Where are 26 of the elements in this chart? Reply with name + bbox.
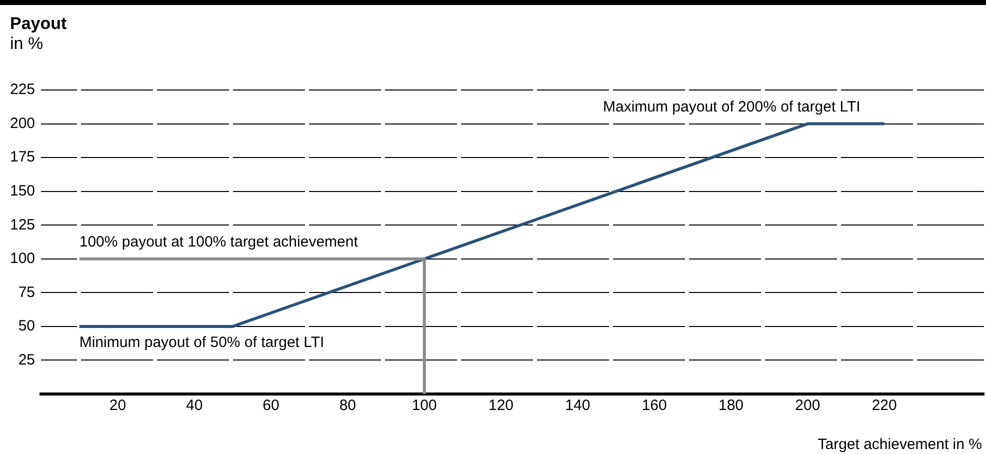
x-tick-label: 220 <box>872 397 897 414</box>
x-tick-label: 80 <box>339 397 356 414</box>
annotation: Maximum payout of 200% of target LTI <box>602 98 860 116</box>
x-tick-label: 40 <box>186 397 203 414</box>
x-tick-label: 200 <box>795 397 820 414</box>
x-tick-label: 180 <box>718 397 744 414</box>
y-tick-label: 25 <box>18 351 36 368</box>
y-tick-label: 175 <box>10 148 36 166</box>
x-axis-title: Target achievement in % <box>818 436 982 453</box>
x-tick-label: 120 <box>488 397 514 414</box>
y-tick-label: 75 <box>18 284 36 301</box>
y-tick-label: 200 <box>10 114 36 132</box>
y-tick-label: 125 <box>10 216 36 234</box>
y-tick-label: 100 <box>10 250 36 268</box>
x-tick-label: 100 <box>412 397 437 414</box>
chart-title: Payout <box>10 14 67 34</box>
y-tick-label: 150 <box>10 182 36 200</box>
annotation: Minimum payout of 50% of target LTI <box>79 334 324 352</box>
annotation: 100% payout at 100% target achievement <box>79 234 359 251</box>
x-tick-label: 60 <box>262 397 280 414</box>
x-tick-label: 140 <box>565 397 590 414</box>
chart-subtitle: in % <box>10 34 44 54</box>
x-tick-label: 160 <box>642 397 667 414</box>
x-tick-label: 20 <box>109 397 126 414</box>
y-tick-label: 50 <box>18 318 36 335</box>
y-tick-label: 225 <box>10 81 36 98</box>
